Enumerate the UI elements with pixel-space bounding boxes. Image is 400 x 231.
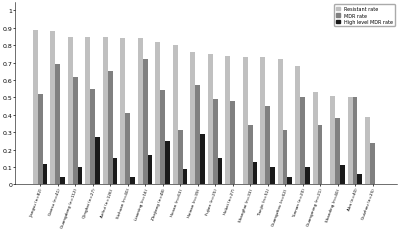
Bar (120, 39, 125, 185)
Bar (60, 178, 65, 185)
Bar (365, 117, 370, 185)
Bar (270, 167, 275, 185)
Bar (335, 119, 340, 185)
Bar (278, 60, 283, 185)
Bar (42, 164, 48, 185)
Bar (103, 37, 108, 185)
Bar (55, 65, 60, 185)
Bar (73, 77, 78, 185)
Bar (370, 143, 375, 185)
Bar (313, 93, 318, 185)
Bar (155, 43, 160, 185)
Bar (305, 167, 310, 185)
Bar (358, 174, 362, 185)
Bar (288, 178, 292, 185)
Bar (230, 101, 235, 185)
Bar (248, 126, 252, 185)
Bar (160, 91, 165, 185)
Bar (340, 166, 345, 185)
Bar (78, 167, 82, 185)
Bar (208, 55, 213, 185)
Bar (95, 138, 100, 185)
Bar (85, 37, 90, 185)
Bar (138, 39, 143, 185)
Bar (38, 94, 42, 185)
Bar (182, 169, 188, 185)
Bar (265, 107, 270, 185)
Bar (190, 53, 195, 185)
Bar (165, 141, 170, 185)
Bar (112, 159, 118, 185)
Bar (295, 67, 300, 185)
Bar (243, 58, 248, 185)
Bar (352, 98, 358, 185)
Bar (318, 126, 322, 185)
Bar (195, 86, 200, 185)
Bar (283, 131, 288, 185)
Bar (148, 155, 152, 185)
Bar (348, 98, 352, 185)
Bar (260, 58, 265, 185)
Bar (200, 134, 205, 185)
Bar (125, 114, 130, 185)
Bar (90, 89, 95, 185)
Bar (213, 100, 218, 185)
Bar (108, 72, 112, 185)
Bar (252, 162, 258, 185)
Bar (143, 60, 148, 185)
Bar (218, 159, 222, 185)
Bar (33, 30, 38, 185)
Legend: Resistant rate, MDR rate, High level MDR rate: Resistant rate, MDR rate, High level MDR… (334, 5, 395, 27)
Bar (300, 98, 305, 185)
Bar (225, 56, 230, 185)
Bar (50, 32, 55, 185)
Bar (130, 178, 135, 185)
Bar (330, 96, 335, 185)
Bar (173, 46, 178, 185)
Bar (68, 37, 73, 185)
Bar (178, 131, 182, 185)
